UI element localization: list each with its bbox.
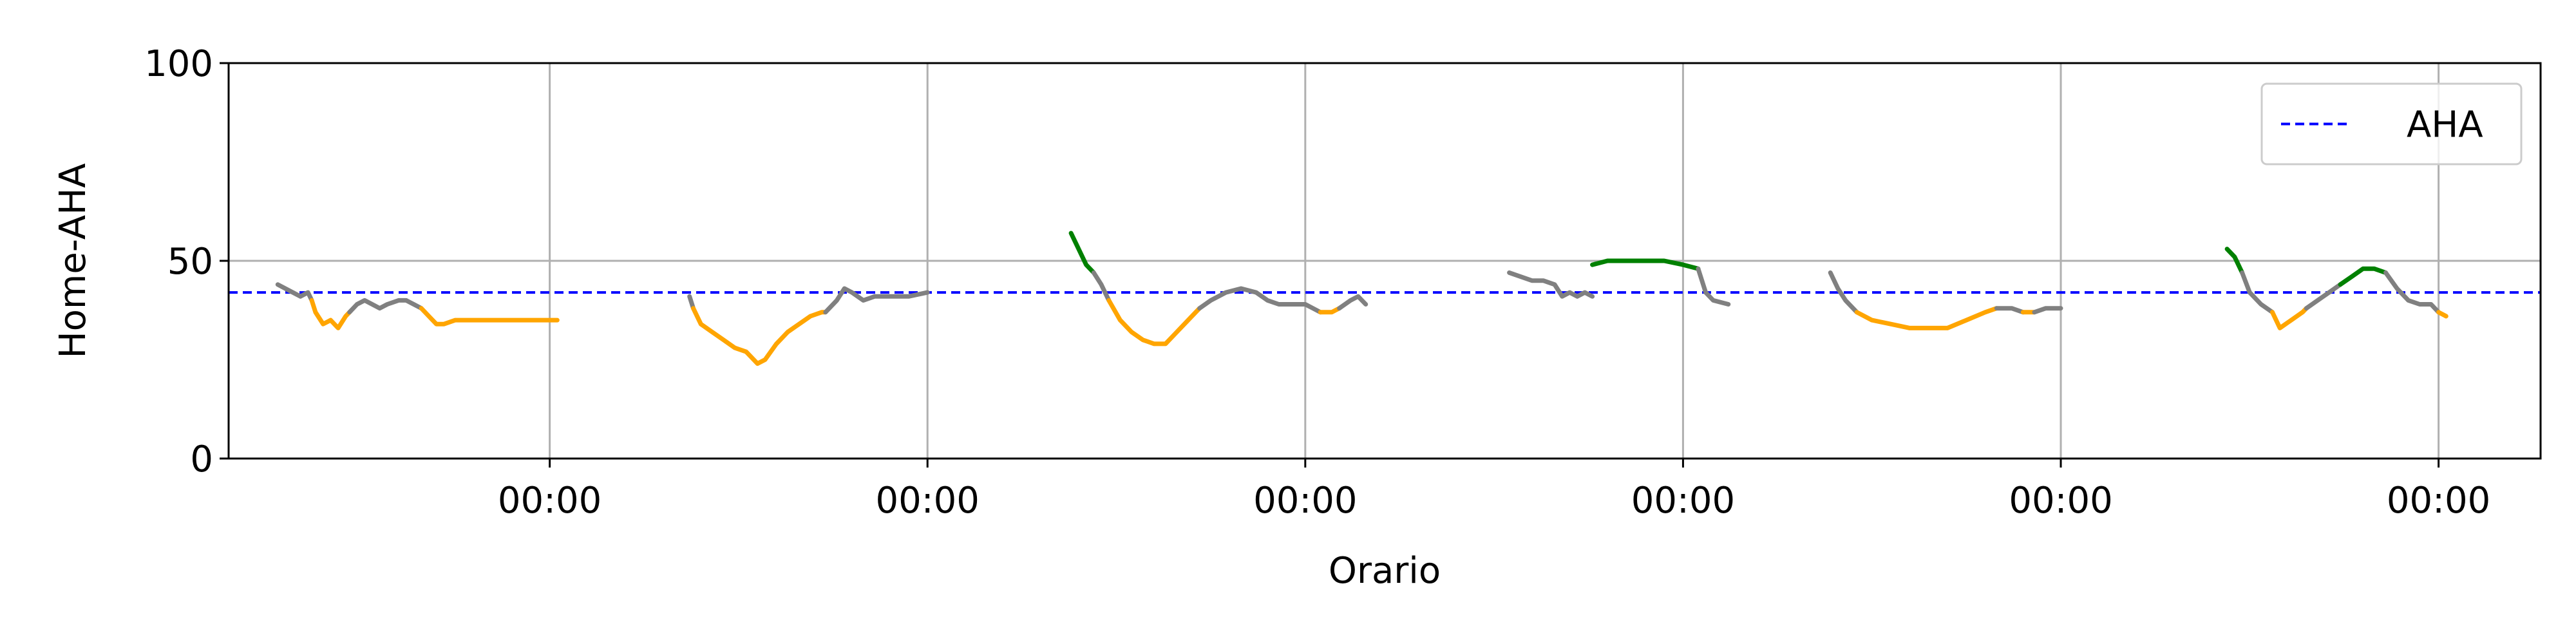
x-tick-label: 00:00 (1253, 480, 1357, 522)
y-axis-ticks: 0 50 100 (144, 43, 229, 480)
series-segment-below (2270, 306, 2309, 330)
series-segment-above (2338, 266, 2388, 287)
series-segment-near (1197, 286, 1323, 315)
series-segment-near (347, 298, 424, 315)
x-tick-label: 00:00 (498, 480, 601, 522)
series-segment-near (1696, 266, 1731, 307)
series-segment-near (2240, 270, 2275, 315)
x-tick-label: 00:00 (2387, 480, 2490, 522)
x-axis-label: Orario (1329, 550, 1441, 592)
x-tick-label: 00:00 (1631, 480, 1735, 522)
y-tick-label: 0 (190, 439, 213, 480)
series-segment-below (2436, 310, 2448, 319)
series-segment-below (1318, 306, 1342, 315)
y-axis-label: Home-AHA (52, 163, 94, 358)
x-tick-label: 00:00 (2009, 480, 2112, 522)
series-layer (275, 231, 2448, 366)
series-segment-below (691, 306, 828, 366)
series-segment-below (1854, 306, 1999, 330)
series-segment-near (1337, 294, 1368, 311)
series-segment-near (1091, 270, 1112, 303)
y-tick-label: 100 (144, 43, 213, 85)
y-tick-label: 50 (167, 241, 213, 283)
series-segment-near (823, 286, 930, 315)
series-segment-above (2224, 247, 2245, 275)
legend: AHA (2260, 82, 2523, 166)
x-tick-label: 00:00 (876, 480, 980, 522)
series-segment-below (309, 298, 352, 330)
series-segment-below (1106, 298, 1202, 346)
series-segment-above (1068, 231, 1096, 275)
series-segment-near (1994, 306, 2025, 315)
legend-box (2260, 82, 2523, 166)
series-segment-near (2383, 270, 2441, 315)
x-axis-ticks: 00:00 00:00 00:00 00:00 00:00 00:00 (498, 459, 2490, 522)
series-segment-near (1507, 270, 1595, 299)
series-segment-near (2032, 306, 2063, 315)
series-segment-near (1828, 270, 1859, 315)
series-segment-near (275, 282, 314, 303)
legend-label-aha: AHA (2407, 104, 2483, 146)
series-segment-above (1590, 258, 1701, 271)
series-segment-below (419, 306, 560, 327)
series-segment-near (2304, 282, 2343, 311)
